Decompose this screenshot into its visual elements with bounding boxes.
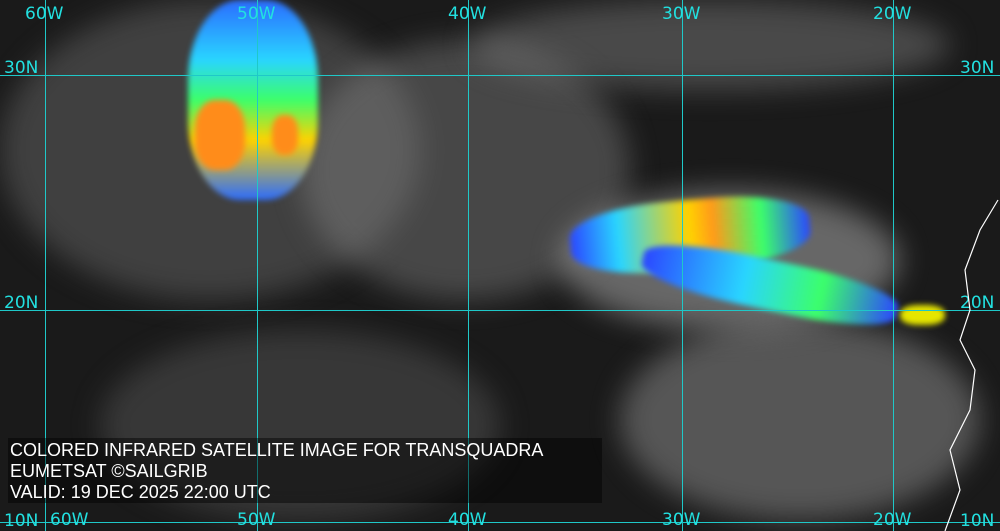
lon-label: 40W (448, 510, 487, 530)
lat-label: 30N (4, 58, 39, 78)
lat-label: 10N (960, 511, 995, 531)
meridian-40w (468, 0, 469, 531)
lat-label: 30N (960, 58, 995, 78)
caption-source: EUMETSAT ©SAILGRIB (10, 461, 208, 481)
lat-label: 10N (4, 511, 39, 531)
meridian-30w (682, 0, 683, 531)
lon-label: 20W (873, 4, 912, 24)
parallel-10n (0, 522, 1000, 523)
meridian-50w (257, 0, 258, 531)
cloud-mass (620, 320, 980, 520)
lon-label: 50W (237, 510, 276, 530)
storm-cell (272, 115, 298, 155)
lon-label: 60W (25, 4, 64, 24)
lon-label: 40W (448, 4, 487, 24)
caption-valid-time: VALID: 19 DEC 2025 22:00 UTC (10, 482, 271, 502)
parallel-30n (0, 75, 1000, 76)
storm-cell (188, 0, 318, 200)
lon-label: 50W (237, 4, 276, 24)
storm-cell (195, 100, 245, 170)
image-caption: COLORED INFRARED SATELLITE IMAGE FOR TRA… (8, 438, 602, 503)
cloud-mass (100, 330, 500, 520)
meridian-60w (45, 0, 46, 531)
parallel-20n (0, 310, 1000, 311)
meridian-20w (893, 0, 894, 531)
lat-label: 20N (4, 293, 39, 313)
caption-title: COLORED INFRARED SATELLITE IMAGE FOR TRA… (10, 440, 544, 460)
lon-label: 60W (50, 510, 89, 530)
lon-label: 30W (662, 4, 701, 24)
lon-label: 30W (662, 510, 701, 530)
coastline-africa (944, 199, 999, 531)
storm-cell (900, 305, 945, 325)
lon-label: 20W (873, 510, 912, 530)
